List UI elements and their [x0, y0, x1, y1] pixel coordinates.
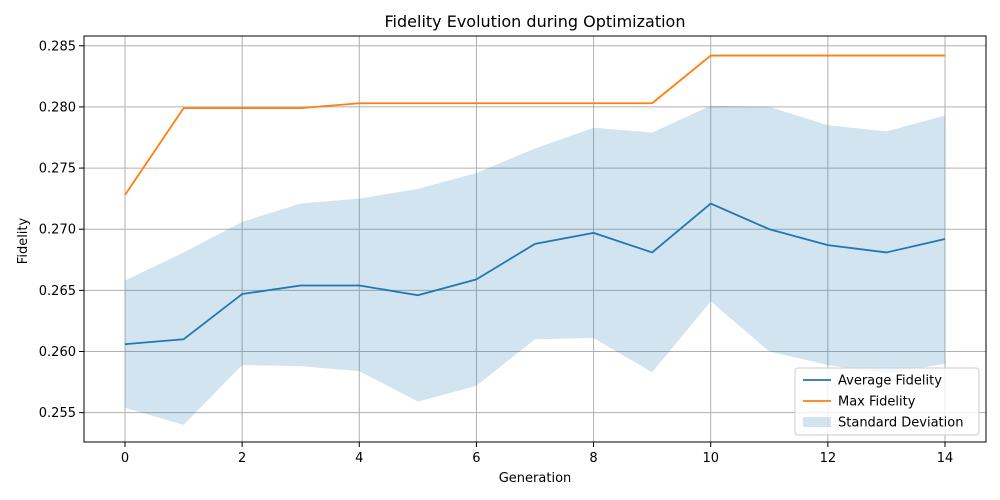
x-tick-label: 6: [472, 451, 480, 466]
legend-swatch-standard-deviation: [803, 417, 831, 427]
plot-frame: [83, 35, 987, 443]
y-tick-label: 0.285: [39, 39, 76, 54]
legend-box: [794, 367, 980, 436]
x-tick-label: 4: [355, 451, 363, 466]
y-tick-label: 0.255: [39, 406, 76, 421]
chart-title: Fidelity Evolution during Optimization: [385, 12, 686, 31]
y-tick-label: 0.270: [39, 223, 76, 238]
x-axis-ticks: 0 2 4 6 8 10 12 14: [121, 442, 953, 466]
x-tick-label: 12: [820, 451, 837, 466]
std-deviation-band: [125, 105, 945, 425]
x-tick-label: 10: [702, 451, 719, 466]
y-tick-label: 0.265: [39, 284, 76, 299]
legend-label-max-fidelity: Max Fidelity: [838, 395, 916, 410]
legend: Average Fidelity Max Fidelity Standard Dev…: [794, 367, 980, 436]
series-layer: [124, 54, 946, 346]
series-line-max-fidelity: [124, 54, 945, 196]
series-line-average-fidelity: [124, 202, 946, 346]
y-tick-label: 0.280: [39, 100, 76, 115]
x-tick-label: 2: [238, 451, 246, 466]
x-tick-label: 8: [589, 451, 597, 466]
y-axis-label: Fidelity: [16, 217, 31, 264]
legend-label-average-fidelity: Average Fidelity: [838, 374, 942, 389]
legend-label-standard-deviation: Standard Deviation: [838, 416, 963, 431]
y-tick-label: 0.260: [39, 345, 76, 360]
y-tick-label: 0.275: [39, 162, 76, 177]
y-axis-ticks: 0.255 0.260 0.265 0.270 0.275 0.280 0.285: [39, 39, 84, 421]
x-tick-label: 0: [121, 451, 129, 466]
x-axis-label: Generation: [499, 471, 572, 486]
std-band-layer: [125, 105, 945, 425]
x-tick-label: 14: [937, 451, 954, 466]
